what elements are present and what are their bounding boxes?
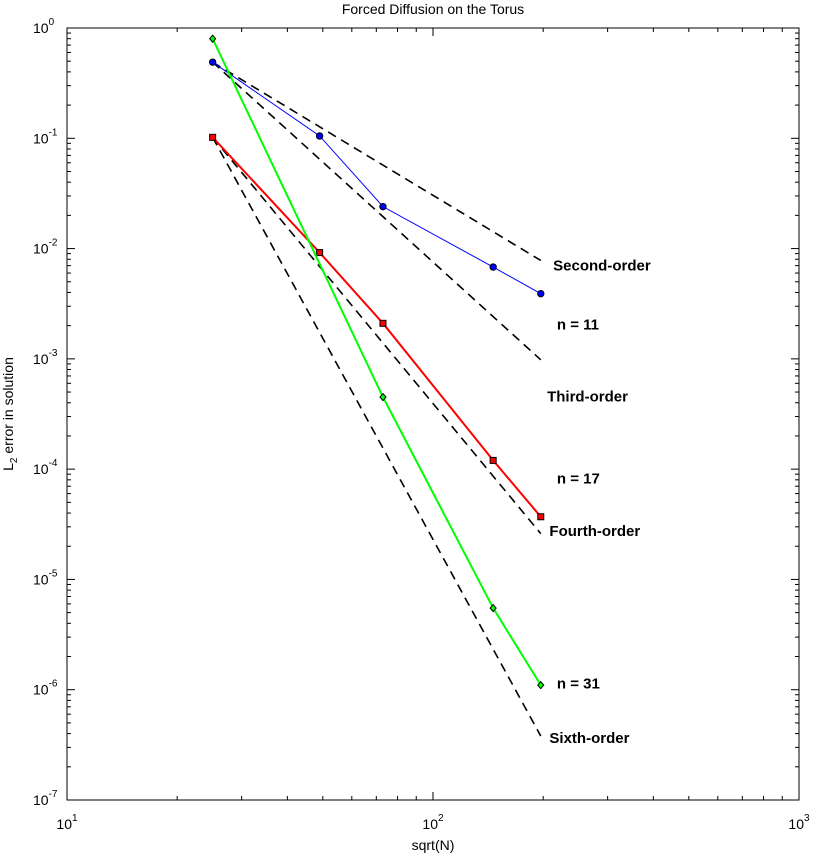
annotations: Second-order n = 11 Third-order n = 17 Fourt…	[547, 258, 651, 747]
series-n-17-point	[316, 249, 324, 257]
annotation-n-17: n = 17	[557, 471, 600, 488]
series-n-31-point	[379, 392, 387, 402]
annotation-n-31: n = 31	[557, 675, 600, 692]
series-n-17-point	[379, 319, 387, 327]
annotation-n-11: n = 11	[557, 316, 599, 333]
y-tick-label: 10-2	[33, 238, 58, 257]
series-n-11-point	[208, 58, 217, 66]
x-tick-label: 102	[422, 813, 444, 832]
y-tick-label: 10-6	[33, 679, 58, 698]
y-tick-label: 10-7	[33, 789, 58, 808]
y-axis-label-subscript: 2	[9, 457, 20, 463]
y-axis-label-rest: error in solution	[0, 357, 16, 457]
chart-title: Forced Diffusion on the Torus	[342, 1, 524, 17]
axis-ticks: 101 102 103 100 10-1 10-2 10-3 10-4 10-5 10-6 10-7	[33, 17, 810, 832]
series-n-31-point	[489, 603, 497, 613]
series-n-31-point	[208, 34, 217, 43]
plot-area	[67, 28, 799, 800]
data-series	[208, 34, 545, 690]
series-n-17-point	[209, 133, 217, 141]
series-n-11-point	[315, 132, 324, 140]
x-tick-label: 101	[56, 813, 78, 832]
series-n-31-point	[537, 680, 545, 690]
x-tick-label: 103	[788, 813, 810, 832]
y-tick-label: 10-1	[33, 127, 58, 146]
annotation-second-order: Second-order	[553, 258, 651, 275]
annotation-fourth-order: Fourth-order	[549, 523, 640, 540]
y-axis-label-main: L	[0, 463, 16, 471]
annotation-third-order: Third-order	[547, 389, 628, 406]
reference-line-second-order	[212, 61, 542, 262]
reference-lines	[211, 61, 542, 737]
reference-line-fourth-order	[212, 136, 542, 535]
series-n-11-point	[537, 289, 545, 298]
y-tick-label: 10-5	[33, 568, 58, 587]
series-n-11-point	[379, 202, 387, 211]
y-tick-label: 100	[33, 17, 55, 36]
series-n-11-point	[489, 263, 497, 271]
series-n-17-point	[489, 456, 497, 464]
reference-line-sixth-order	[211, 136, 542, 737]
series-n-17-point	[537, 513, 545, 521]
y-axis-label: L2 error in solution	[0, 357, 20, 471]
x-axis-label: sqrt(N)	[412, 837, 455, 853]
y-tick-label: 10-3	[33, 348, 58, 367]
annotation-sixth-order: Sixth-order	[549, 730, 629, 747]
series-n-31-line	[211, 38, 542, 686]
y-tick-label: 10-4	[33, 458, 58, 477]
